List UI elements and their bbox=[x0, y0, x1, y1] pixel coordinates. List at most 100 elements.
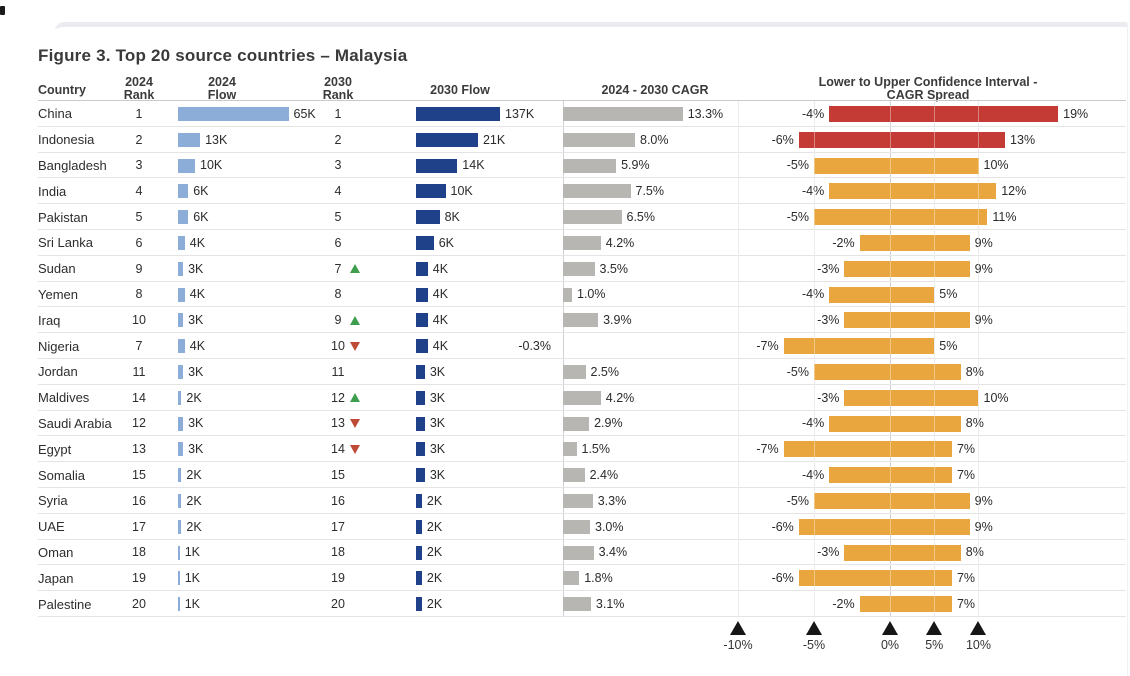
ci-lower-value: -3% bbox=[817, 390, 840, 405]
flow-2024-value: 10K bbox=[200, 158, 223, 173]
triangle-glyph bbox=[350, 418, 360, 428]
country-label: Japan bbox=[38, 570, 74, 586]
rank-2030-value: 2 bbox=[334, 132, 342, 147]
flow-2024-bar bbox=[178, 287, 185, 302]
flow-2030-bar bbox=[416, 184, 446, 199]
country-label: Saudi Arabia bbox=[38, 415, 112, 431]
cagr-value: -0.3% bbox=[518, 339, 551, 354]
ci-bar bbox=[814, 364, 961, 380]
flow-2024-bar bbox=[178, 571, 180, 586]
axis-tick-label: 5% bbox=[925, 638, 944, 652]
ci-bar bbox=[798, 131, 1006, 148]
table-row: Oman 18 1K 18 2K 3.4% -3% 8% bbox=[0, 540, 1130, 566]
flow-2030-bar bbox=[416, 339, 428, 354]
cagr-bar bbox=[563, 442, 577, 457]
flow-2030-bar bbox=[416, 468, 425, 483]
axis-tick-label: -5% bbox=[802, 638, 826, 652]
flow-2030-value: 3K bbox=[429, 416, 446, 431]
cagr-value: 3.3% bbox=[597, 493, 627, 508]
cagr-value: 8.0% bbox=[640, 132, 669, 147]
cagr-bar bbox=[563, 287, 572, 302]
ci-lower-value: -7% bbox=[756, 442, 779, 457]
flow-2030-bar bbox=[416, 107, 500, 121]
rank-2024-value: 8 bbox=[135, 287, 143, 302]
flow-2024-value: 3K bbox=[188, 313, 204, 328]
rank-2024-value: 14 bbox=[132, 390, 146, 405]
rank-2030-value: 18 bbox=[331, 545, 345, 560]
flow-2030-value: 2K bbox=[426, 571, 443, 586]
axis-tick-triangle-icon bbox=[970, 621, 986, 635]
table-row: Jordan 11 3K 11 3K 2.5% -5% 8% bbox=[0, 359, 1130, 385]
row-divider bbox=[38, 357, 1126, 359]
column-header-2030-flow: 2030 Flow bbox=[430, 83, 490, 97]
ci-lower-value: -4% bbox=[801, 184, 825, 199]
row-divider bbox=[38, 564, 1126, 566]
flow-2024-bar bbox=[178, 416, 184, 431]
flow-2030-bar bbox=[416, 132, 478, 147]
ci-gridline-tick bbox=[933, 101, 935, 617]
figure-title: Figure 3. Top 20 source countries – Mala… bbox=[38, 46, 408, 65]
row-divider bbox=[38, 280, 1126, 282]
cagr-value: 2.4% bbox=[589, 468, 619, 483]
flow-2024-bar bbox=[178, 261, 184, 276]
ci-gridline bbox=[813, 101, 815, 617]
flow-2024-value: 2K bbox=[186, 493, 202, 508]
rank-2024-value: 1 bbox=[135, 106, 143, 121]
country-label: Iraq bbox=[38, 312, 61, 328]
country-label: Egypt bbox=[38, 441, 72, 457]
cagr-bar bbox=[563, 416, 590, 431]
flow-2024-bar bbox=[178, 236, 185, 250]
ci-upper-value: 7% bbox=[956, 442, 976, 457]
flow-2024-bar bbox=[178, 468, 182, 483]
cagr-value: 3.9% bbox=[603, 313, 632, 328]
table-row: Somalia 15 2K 15 3K 2.4% -4% 7% bbox=[0, 462, 1130, 488]
flow-2024-bar bbox=[178, 339, 185, 354]
rank-2030-value: 3 bbox=[334, 158, 342, 173]
column-header-country: Country bbox=[38, 83, 86, 97]
table-row: Bangladesh 3 10K 3 14K 5.9% -5% 10% bbox=[0, 153, 1130, 179]
rank-2024-value: 6 bbox=[135, 235, 143, 250]
column-header-2024-rank: 2024 Rank bbox=[123, 75, 155, 102]
flow-2030-value: 3K bbox=[429, 442, 446, 457]
cagr-value: 4.2% bbox=[605, 390, 635, 405]
cagr-bar bbox=[563, 313, 599, 328]
ci-bar bbox=[859, 596, 952, 613]
cagr-bar bbox=[563, 494, 593, 508]
rank-2024-value: 9 bbox=[135, 261, 143, 276]
ci-gridline bbox=[933, 101, 935, 617]
rank-2030-value: 15 bbox=[331, 468, 345, 483]
axis-tick-label: 10% bbox=[965, 638, 992, 652]
table-row: India 4 6K 4 10K 7.5% -4% 12% bbox=[0, 178, 1130, 205]
table-row: Maldives 14 2K 12 3K 4.2% -3% 10% bbox=[0, 385, 1130, 411]
rank-2024-value: 18 bbox=[132, 545, 146, 560]
cagr-value: 6.5% bbox=[626, 210, 656, 225]
ci-bar bbox=[814, 493, 970, 509]
cagr-value: 3.1% bbox=[595, 597, 625, 612]
triangle-glyph bbox=[350, 315, 360, 325]
rank-2030-value: 4 bbox=[334, 184, 342, 199]
ci-bar bbox=[844, 389, 979, 406]
ci-bar bbox=[844, 260, 970, 277]
table-row: Sri Lanka 6 4K 6 6K 4.2% -2% 9% bbox=[0, 230, 1130, 256]
cagr-bar bbox=[563, 597, 591, 612]
triangle-glyph bbox=[350, 264, 360, 274]
flow-2030-value: 2K bbox=[426, 519, 443, 534]
country-label: India bbox=[38, 183, 67, 199]
ci-lower-value: -6% bbox=[771, 132, 794, 147]
cagr-bar bbox=[563, 236, 601, 250]
rank-2024-value: 4 bbox=[135, 184, 143, 199]
ci-lower-value: -6% bbox=[771, 519, 794, 534]
axis-tick-label: -10% bbox=[723, 638, 753, 652]
table-row: Sudan 9 3K 7 4K 3.5% -3% 9% bbox=[0, 256, 1130, 282]
rank-2030-value: 5 bbox=[334, 210, 342, 225]
rank-down-icon bbox=[350, 333, 362, 359]
ci-upper-value: 11% bbox=[992, 210, 1017, 225]
ci-zero-gridline bbox=[889, 101, 891, 617]
flow-2030-value: 3K bbox=[429, 468, 446, 483]
flow-2024-value: 2K bbox=[186, 390, 202, 405]
ci-bar bbox=[829, 106, 1059, 122]
flow-2024-value: 6K bbox=[193, 184, 209, 199]
flow-2030-value: 4K bbox=[432, 339, 449, 354]
rank-2024-value: 10 bbox=[132, 313, 146, 328]
ci-upper-value: 13% bbox=[1010, 132, 1036, 147]
